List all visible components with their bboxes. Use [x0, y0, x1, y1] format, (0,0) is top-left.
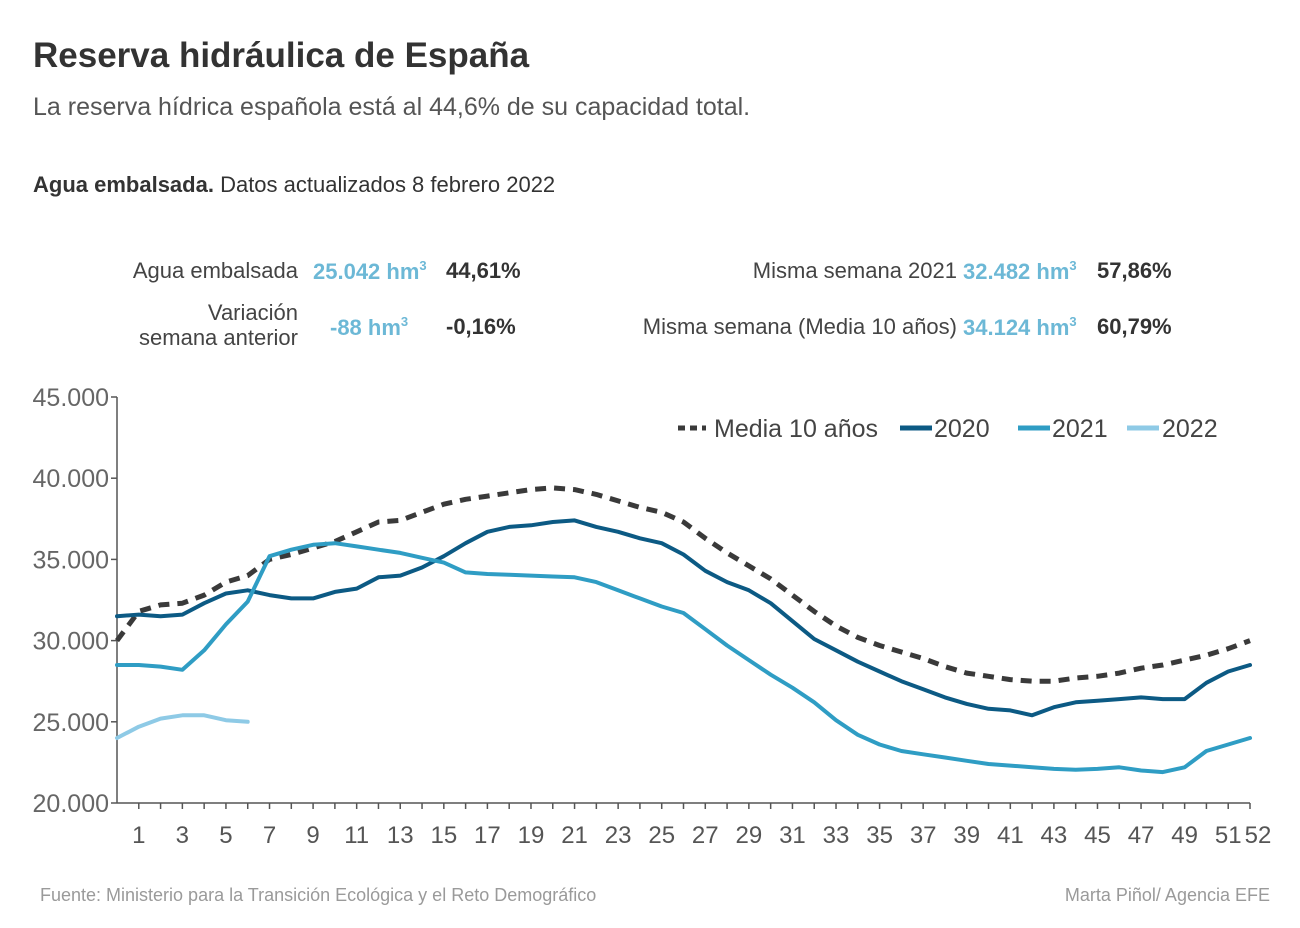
x-tick-label: 29	[736, 822, 763, 849]
legend-label: Media 10 años	[714, 415, 878, 443]
y-tick-label: 20.000	[33, 790, 109, 818]
stat-2021-pct: 57,86%	[1097, 258, 1172, 283]
x-tick-label: 52	[1245, 822, 1272, 849]
legend-label: 2022	[1162, 415, 1218, 443]
x-tick-label: 3	[176, 822, 189, 849]
legend-label: 2020	[934, 415, 990, 443]
stat-variacion-label-2: semana anterior	[139, 325, 298, 350]
stat-agua-value-text: 25.042 hm	[313, 259, 420, 284]
stat-2021-unit-sup: 3	[1069, 258, 1077, 273]
x-tick-label: 49	[1171, 822, 1198, 849]
x-tick-label: 11	[344, 822, 369, 849]
stat-variacion-label-1: Variación	[207, 300, 298, 325]
series-line-2020	[115, 518, 1252, 718]
source-note: Fuente: Ministerio para la Transición Ec…	[40, 885, 597, 905]
stat-agua-value: 25.042 hm3	[313, 258, 427, 285]
section-heading: Agua embalsada. Datos actualizados 8 feb…	[33, 172, 555, 198]
x-tick-label: 13	[387, 822, 414, 849]
x-tick-label: 33	[823, 822, 850, 849]
x-tick-label: 5	[219, 822, 232, 849]
stat-2021-label: Misma semana 2021	[752, 258, 957, 283]
x-tick-label: 19	[518, 822, 545, 849]
x-tick-label: 25	[648, 822, 675, 849]
x-tick-label: 1	[132, 822, 145, 849]
y-tick-label: 35.000	[33, 546, 109, 574]
x-tick-label: 37	[910, 822, 937, 849]
section-heading-bold: Agua embalsada.	[33, 172, 214, 197]
stat-variacion-pct: -0,16%	[446, 314, 516, 339]
stat-2021-value: 32.482 hm3	[963, 258, 1077, 285]
y-tick-label: 25.000	[33, 709, 109, 737]
x-tick-label: 27	[692, 822, 719, 849]
y-tick-label: 40.000	[33, 465, 109, 493]
stat-variacion-value-text: -88 hm	[330, 315, 401, 340]
chart-title: Reserva hidráulica de España	[33, 36, 530, 75]
stat-2021-value-text: 32.482 hm	[963, 259, 1070, 284]
x-tick-label: 7	[263, 822, 276, 849]
y-tick-label: 30.000	[33, 628, 109, 656]
stat-agua-label: Agua embalsada	[132, 258, 298, 283]
stat-variacion-value: -88 hm3	[330, 314, 408, 341]
stat-media-pct: 60,79%	[1097, 314, 1172, 339]
series-line-media	[114, 485, 1251, 684]
x-tick-label: 23	[605, 822, 632, 849]
x-tick-label: 45	[1084, 822, 1111, 849]
x-tick-label: 15	[430, 822, 457, 849]
author-credit: Marta Piñol/ Agencia EFE	[1064, 885, 1270, 905]
x-tick-label: 17	[474, 822, 501, 849]
x-tick-label: 21	[561, 822, 588, 849]
x-tick-label: 51	[1215, 822, 1242, 849]
x-tick-label: 9	[306, 822, 319, 849]
stat-agua-pct: 44,61%	[446, 258, 521, 283]
x-tick-label: 35	[866, 822, 893, 849]
y-tick-label: 45.000	[33, 384, 109, 412]
x-tick-label: 31	[779, 822, 806, 849]
x-tick-label: 47	[1128, 822, 1155, 849]
stat-variacion-unit-sup: 3	[400, 314, 409, 329]
section-heading-date: Datos actualizados 8 febrero 2022	[213, 172, 556, 197]
x-tick-label: 43	[1041, 822, 1068, 849]
stat-media-value: 34.124 hm3	[963, 314, 1077, 341]
series-line-2021	[115, 541, 1252, 775]
chart-subtitle: La reserva hídrica española está al 44,6…	[33, 93, 751, 121]
stat-media-label: Misma semana (Media 10 años)	[642, 314, 957, 339]
series-line-2022	[115, 713, 250, 740]
x-tick-label: 39	[953, 822, 980, 849]
stat-agua-unit-sup: 3	[419, 258, 427, 273]
legend-label: 2021	[1052, 415, 1108, 443]
x-tick-label: 41	[997, 822, 1024, 849]
stat-media-unit-sup: 3	[1069, 314, 1077, 329]
stat-media-value-text: 34.124 hm	[963, 315, 1070, 340]
